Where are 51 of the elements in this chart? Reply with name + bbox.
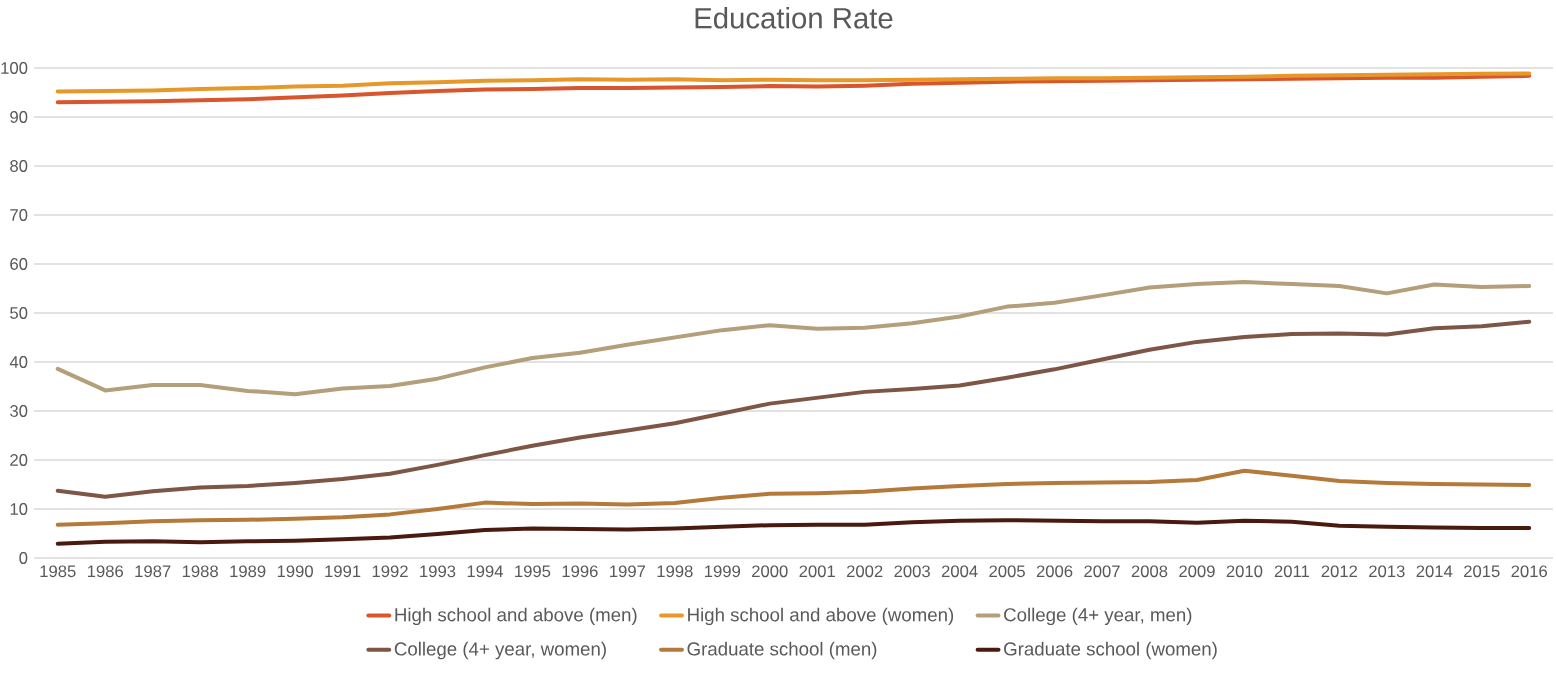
legend-label: Graduate school (women) (1004, 641, 1217, 660)
x-tick-label: 2000 (752, 565, 788, 578)
x-tick-label: 2007 (1084, 565, 1120, 578)
x-tick-label: 1990 (277, 565, 313, 578)
x-tick-label: 1992 (372, 565, 408, 578)
legend-label: College (4+ year, men) (1004, 607, 1192, 626)
legend-label: College (4+ year, women) (394, 641, 606, 660)
x-tick-label: 1986 (87, 565, 124, 578)
x-tick-label: 1995 (515, 565, 551, 578)
x-tick-label: 1998 (657, 565, 693, 578)
x-tick-label: 1987 (135, 565, 171, 578)
y-tick-label: 60 (10, 258, 28, 270)
y-tick-label: 40 (9, 356, 28, 368)
y-tick-label: 0 (19, 552, 28, 564)
x-tick-label: 1997 (610, 565, 646, 578)
x-tick-label: 2004 (941, 565, 978, 578)
x-tick-label: 2005 (989, 565, 1025, 578)
x-tick-label: 1991 (325, 565, 361, 578)
x-tick-label: 1985 (40, 565, 76, 578)
x-tick-label: 1993 (420, 565, 456, 578)
x-tick-label: 2015 (1464, 565, 1500, 578)
x-tick-label: 1999 (705, 565, 741, 578)
x-tick-label: 1994 (467, 565, 503, 578)
x-tick-label: 2011 (1274, 565, 1309, 578)
x-tick-label: 2012 (1321, 565, 1358, 578)
x-tick-label: 2003 (894, 565, 930, 578)
x-tick-label: 1989 (230, 565, 266, 578)
line-series (55, 468, 1532, 527)
x-tick-label: 2014 (1416, 565, 1453, 578)
y-tick-label: 10 (10, 503, 28, 515)
x-tick-label: 2010 (1226, 565, 1263, 578)
chart-title: Education Rate (695, 7, 893, 29)
y-tick-label: 30 (10, 405, 28, 417)
x-tick-label: 2001 (799, 565, 835, 578)
x-tick-label: 2002 (846, 565, 883, 578)
legend-label: Graduate school (men) (687, 641, 877, 660)
y-tick-label: 80 (10, 160, 28, 172)
x-tick-label: 2006 (1036, 565, 1073, 578)
x-tick-label: 1988 (182, 565, 218, 578)
y-tick-label: 70 (10, 209, 28, 221)
x-tick-label: 2013 (1369, 565, 1405, 578)
x-tick-label: 1996 (562, 565, 598, 578)
x-tick-label: 2009 (1179, 565, 1215, 578)
legend-label: High school and above (men) (395, 607, 637, 626)
y-tick-label: 20 (10, 454, 28, 466)
y-tick-label: 90 (10, 111, 28, 123)
y-tick-label: 50 (10, 307, 28, 319)
x-tick-label: 2008 (1131, 565, 1168, 578)
x-tick-label: 2016 (1511, 565, 1548, 578)
legend-label: High school and above (women) (688, 607, 954, 626)
y-tick-label: 100 (1, 62, 28, 74)
